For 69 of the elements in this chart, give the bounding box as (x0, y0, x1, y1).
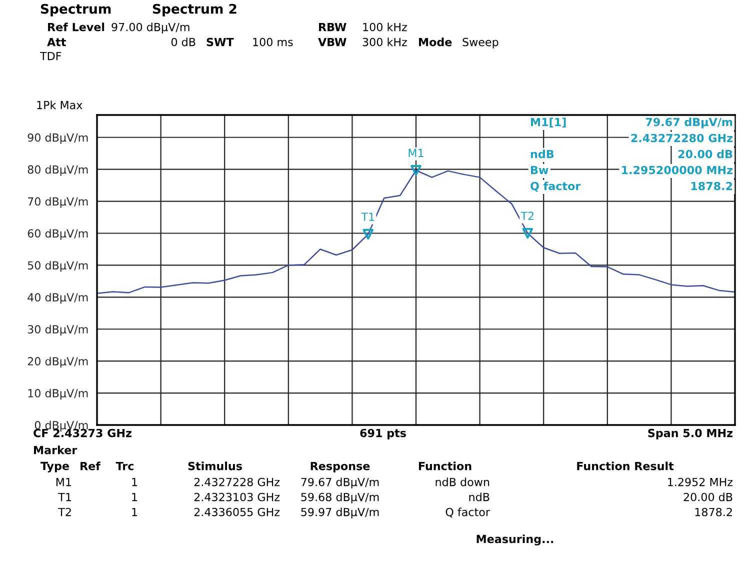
text: 1878.2 (695, 508, 732, 516)
text: Att (47, 38, 66, 46)
text: 59.68 dBµV/m (301, 492, 379, 504)
text: Function Result (577, 462, 674, 470)
text: Ref Level (48, 22, 104, 32)
y-tick-label: 40 dBµV/m (28, 292, 88, 304)
text: Q factor (446, 508, 490, 518)
annotation: Q factor (530, 182, 581, 192)
y-tick-label: 60 dBµV/m (28, 229, 88, 240)
point (410, 165, 422, 176)
text: Trc (116, 462, 134, 470)
text: 100 kHz (363, 22, 407, 32)
annotation: 1.295200000 MHz (622, 166, 732, 174)
text: 100 ms (253, 38, 293, 46)
text: 300 kHz (362, 38, 407, 46)
text: Mode (419, 38, 452, 46)
text: Response (310, 462, 370, 472)
text: 1Pk Max (37, 100, 82, 110)
y-tick-label: 30 dBµV/m (28, 324, 88, 336)
text: Type (40, 462, 69, 472)
text: 79.67 dBµV/m (301, 478, 379, 488)
annotation: 79.67 dBµV/m (646, 118, 732, 128)
text: T2 (58, 508, 71, 516)
text: 2.4327228 GHz (194, 478, 280, 486)
text: T1 (58, 492, 71, 502)
text: SWT (206, 38, 234, 46)
annotation: Bw (531, 166, 548, 174)
series-label: T1 (361, 212, 374, 221)
point (362, 228, 374, 240)
annotation: M1[1] (531, 118, 566, 128)
text: Function (418, 462, 472, 470)
text: TDF (40, 52, 62, 60)
annotation: 2.43272280 GHz (631, 134, 732, 142)
y-tick-label: 70 dBµV/m (28, 197, 88, 208)
text: ndB down (436, 478, 490, 486)
text: Ref (80, 462, 101, 470)
text: 1 (132, 478, 137, 486)
text: 1 (132, 492, 137, 502)
text: 0 dB (171, 38, 196, 46)
annotation: ndB (530, 150, 554, 158)
text: Spectrum 2 (152, 4, 236, 16)
text: ndB (469, 492, 490, 502)
y-tick-label: 10 dBµV/m (28, 388, 88, 400)
series-label: T2 (520, 212, 534, 220)
text: 59.97 dBµV/m (301, 508, 379, 518)
series-label: M1 (408, 148, 424, 157)
text: 1.2952 MHz (668, 478, 733, 486)
text: 97.00 dBµV/m (112, 22, 190, 34)
text: 691 pts (360, 428, 406, 440)
text: Spectrum (40, 4, 111, 16)
text: Stimulus (188, 462, 242, 470)
text: 2.4323103 GHz (194, 492, 280, 502)
text: Measuring... (476, 534, 554, 546)
text: RBW (319, 22, 346, 32)
y-tick-label: 90 dBµV/m (28, 133, 88, 144)
text: 1 (132, 508, 137, 516)
annotation: 1878.2 (691, 182, 732, 190)
y-tick-label: 20 dBµV/m (28, 356, 88, 368)
y-tick-label: 80 dBµV/m (28, 165, 88, 176)
text: 20.00 dB (684, 492, 732, 502)
text: Span 5.0 MHz (648, 428, 732, 440)
point (522, 228, 534, 239)
annotation: 20.00 dB (678, 150, 732, 158)
text: M1 (56, 478, 71, 486)
y-tick-label: 50 dBµV/m (28, 260, 88, 272)
text: Sweep (462, 38, 498, 48)
text: VBW (318, 38, 346, 46)
text: Marker (34, 446, 78, 454)
text: 2.4336055 GHz (194, 508, 280, 516)
